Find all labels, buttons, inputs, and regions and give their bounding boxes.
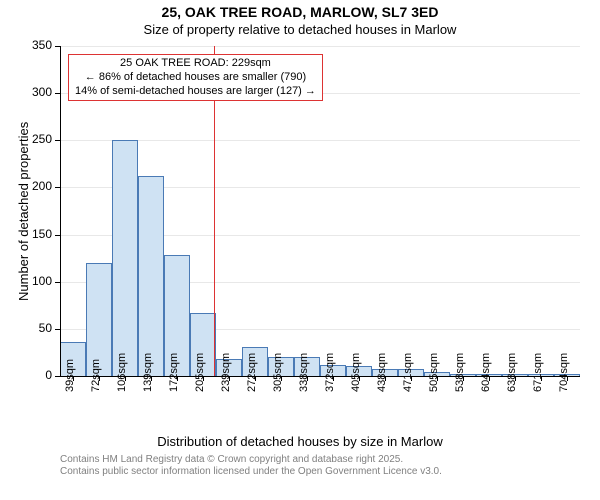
x-axis-label: Distribution of detached houses by size … bbox=[0, 434, 600, 449]
annotation-line: ← 86% of detached houses are smaller (79… bbox=[75, 71, 316, 85]
y-axis-line bbox=[60, 46, 61, 376]
histogram-bar bbox=[138, 176, 164, 376]
footer-line: Contains public sector information licen… bbox=[60, 466, 442, 478]
y-tick-label: 150 bbox=[12, 227, 52, 241]
chart-title-line2: Size of property relative to detached ho… bbox=[0, 22, 600, 37]
gridline-y bbox=[60, 140, 580, 141]
y-tick-label: 200 bbox=[12, 179, 52, 193]
y-tick-label: 300 bbox=[12, 85, 52, 99]
footer-text: Contains HM Land Registry data © Crown c… bbox=[60, 454, 442, 478]
annotation-box: 25 OAK TREE ROAD: 229sqm ← 86% of detach… bbox=[68, 54, 323, 101]
y-tick-label: 350 bbox=[12, 38, 52, 52]
y-tick-label: 0 bbox=[12, 368, 52, 382]
annotation-line: 25 OAK TREE ROAD: 229sqm bbox=[75, 57, 316, 71]
footer-line: Contains HM Land Registry data © Crown c… bbox=[60, 454, 442, 466]
gridline-y bbox=[60, 46, 580, 47]
y-tick-label: 250 bbox=[12, 132, 52, 146]
x-axis-line bbox=[60, 376, 580, 377]
histogram-bar bbox=[112, 140, 138, 376]
y-tick-label: 100 bbox=[12, 274, 52, 288]
y-tick-label: 50 bbox=[12, 321, 52, 335]
annotation-line: 14% of semi-detached houses are larger (… bbox=[75, 85, 316, 99]
chart-title-line1: 25, OAK TREE ROAD, MARLOW, SL7 3ED bbox=[0, 4, 600, 20]
chart-container: 25, OAK TREE ROAD, MARLOW, SL7 3ED Size … bbox=[0, 0, 600, 500]
